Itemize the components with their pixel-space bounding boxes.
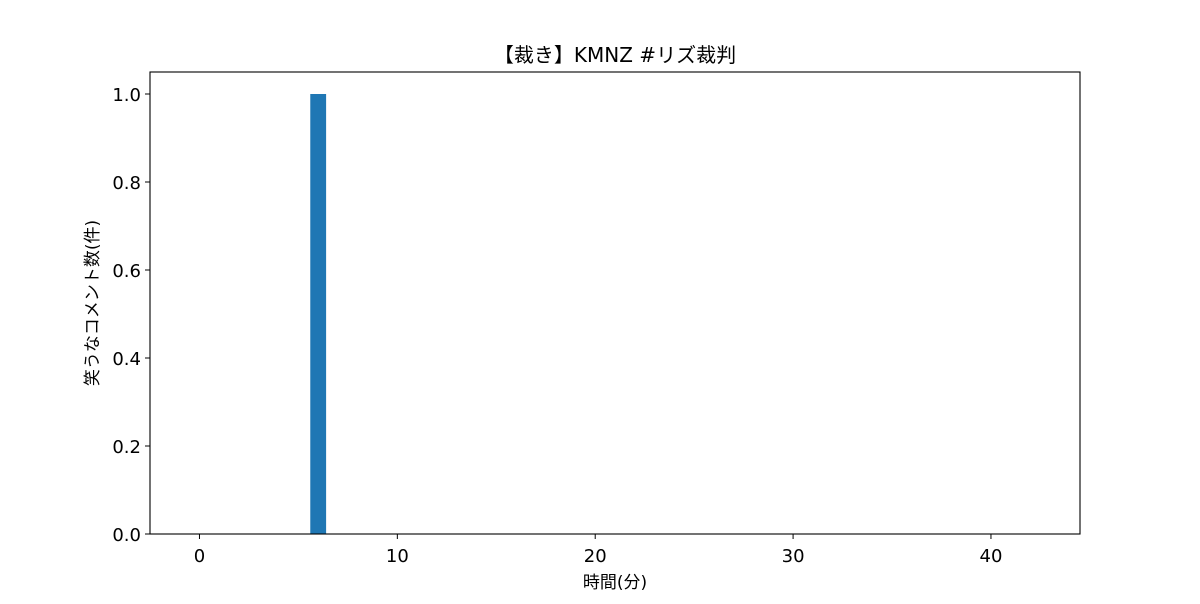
bar <box>310 94 327 534</box>
y-tick-label: 0.8 <box>112 173 141 194</box>
y-tick-label: 0.4 <box>112 349 141 370</box>
x-tick-label: 30 <box>782 546 805 567</box>
x-tick-label: 40 <box>980 546 1003 567</box>
y-tick-label: 0.0 <box>112 525 141 546</box>
y-tick-label: 0.6 <box>112 261 141 282</box>
y-axis-label: 笑うなコメント数(件) <box>83 220 103 386</box>
x-axis-label: 時間(分) <box>583 573 647 593</box>
x-axis-ticks: 0 10 20 30 40 <box>194 534 1003 567</box>
y-tick-label: 0.2 <box>112 437 141 458</box>
x-tick-label: 0 <box>194 546 205 567</box>
chart-title: 【裁き】KMNZ #リズ裁判 <box>494 43 736 67</box>
axes-frame <box>149 71 1081 535</box>
plot-area <box>149 71 1081 535</box>
y-axis-ticks: 0.0 0.2 0.4 0.6 0.8 1.0 <box>112 85 150 546</box>
y-tick-label: 1.0 <box>112 85 141 106</box>
x-tick-label: 20 <box>584 546 607 567</box>
x-tick-label: 10 <box>386 546 409 567</box>
